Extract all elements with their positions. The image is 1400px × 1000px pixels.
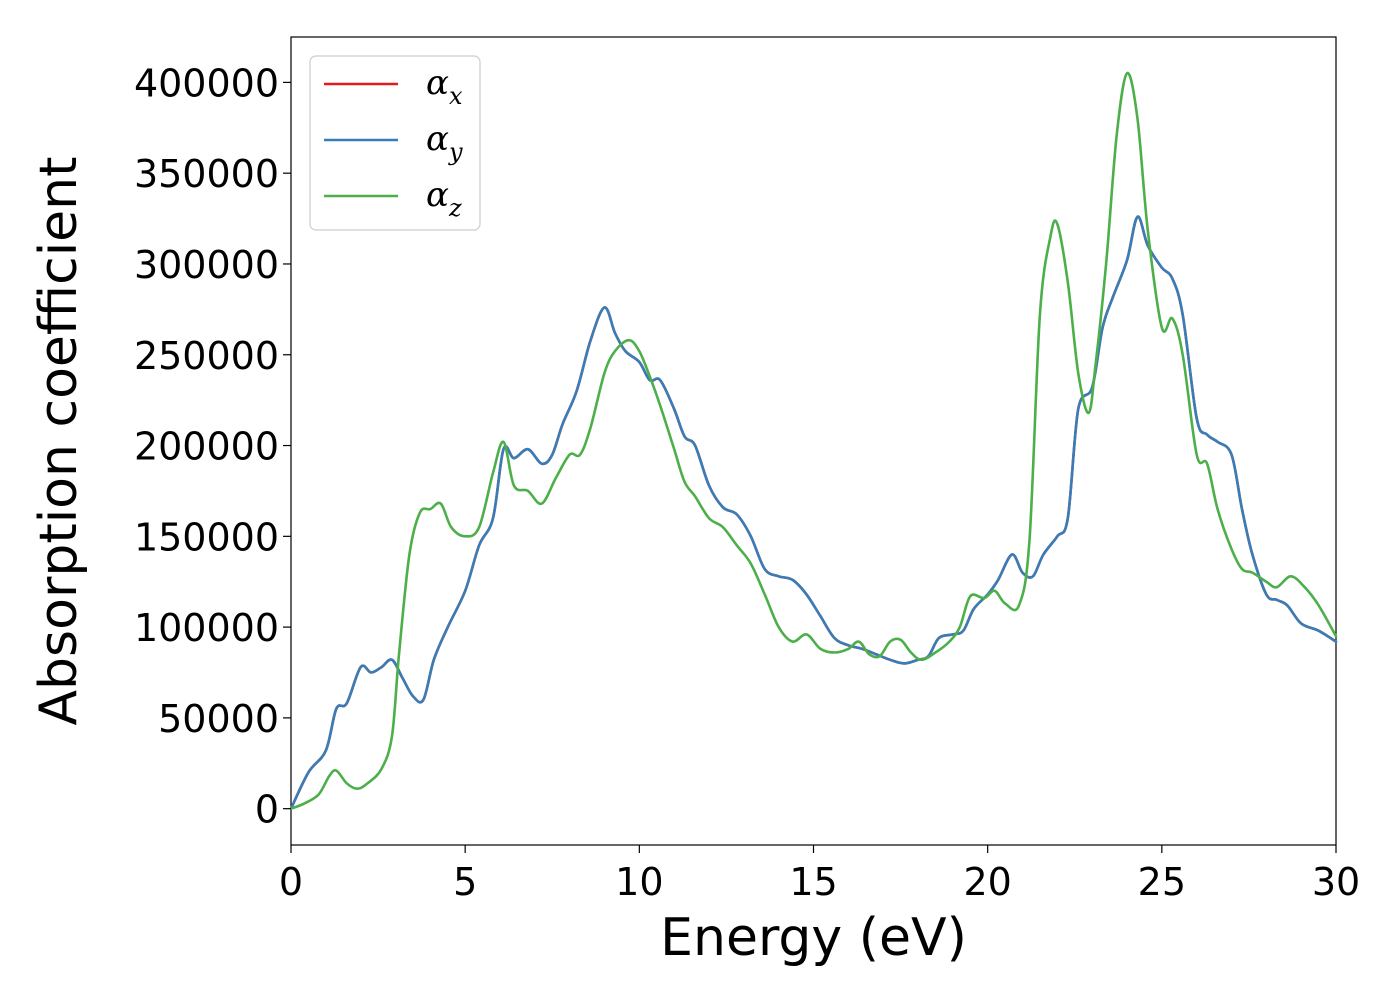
y-tick-label: 300000 bbox=[134, 243, 279, 287]
y-tick-label: 100000 bbox=[134, 606, 279, 650]
y-tick-label: 150000 bbox=[134, 515, 279, 559]
series-line-y bbox=[289, 215, 1338, 810]
x-tick-label: 5 bbox=[453, 860, 477, 904]
y-axis-label: Absorption coefficient bbox=[29, 156, 89, 725]
y-tick-label: 200000 bbox=[134, 425, 279, 469]
y-axis-ticks: 0 50000 100000 150000 200000 250000 300000 3500… bbox=[134, 61, 291, 832]
y-tick-label: 400000 bbox=[134, 61, 279, 105]
series-line-z bbox=[289, 71, 1338, 810]
legend-label-z: αz bbox=[426, 175, 462, 222]
legend-label-y: αy bbox=[426, 119, 463, 166]
y-tick-label: 50000 bbox=[158, 697, 279, 741]
x-tick-label: 10 bbox=[615, 860, 663, 904]
y-tick-label: 0 bbox=[255, 788, 279, 832]
x-axis-label: Energy (eV) bbox=[660, 908, 967, 968]
x-tick-label: 25 bbox=[1138, 860, 1186, 904]
x-axis-ticks: 0 5 10 15 20 25 30 bbox=[279, 845, 1360, 904]
x-tick-label: 20 bbox=[963, 860, 1011, 904]
x-tick-label: 0 bbox=[279, 860, 303, 904]
x-tick-label: 30 bbox=[1312, 860, 1360, 904]
y-tick-label: 350000 bbox=[134, 152, 279, 196]
x-tick-label: 15 bbox=[789, 860, 837, 904]
series-layer bbox=[289, 71, 1338, 810]
y-tick-label: 250000 bbox=[134, 334, 279, 378]
legend-box bbox=[309, 55, 481, 231]
